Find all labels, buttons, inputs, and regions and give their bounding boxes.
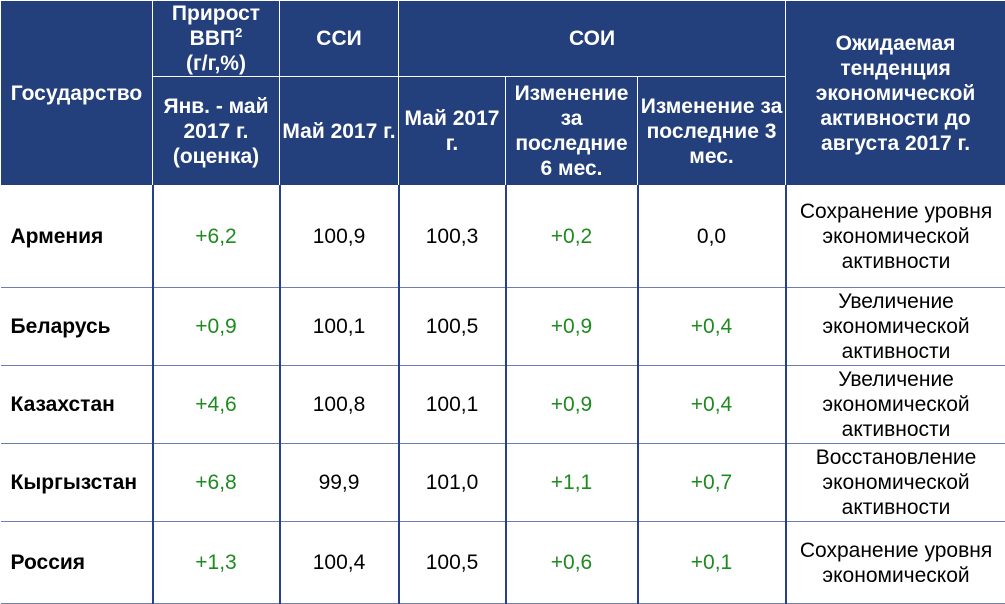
trend-cell: Увеличение экономической активности [786,288,1005,366]
ssi-cell: 100,8 [280,366,399,444]
header-gdp-period: Янв. - май 2017 г. (оценка) [153,77,280,186]
header-row-top: Государство Прирост ВВП2 (г/г,%) ССИ СОИ… [1,1,1005,77]
header-gdp-line2: ВВП [190,27,235,50]
country-cell: Россия [1,522,153,604]
header-soi-change-3m: Изменение за последние 3 мес. [638,77,786,186]
header-ssi-period: Май 2017 г. [280,77,399,186]
trend-cell: Сохранение уровня экономической активнос… [786,186,1005,288]
change-3m-cell: 0,0 [638,186,786,288]
table-row: Кыргызстан +6,8 99,9 101,0 +1,1 +0,7 Вос… [1,444,1005,522]
header-gdp-line1: Прирост [172,2,260,25]
country-cell: Армения [1,186,153,288]
trend-cell: Увеличение экономической активности [786,366,1005,444]
soi-cell: 100,1 [399,366,506,444]
gdp-cell: +6,8 [153,444,280,522]
change-3m-cell: +0,7 [638,444,786,522]
header-gdp-footnote: 2 [235,25,242,40]
trend-cell: Сохранение уровня экономической [786,522,1005,604]
ssi-cell: 100,4 [280,522,399,604]
trend-cell: Восстановление экономической активности [786,444,1005,522]
country-cell: Беларусь [1,288,153,366]
change-3m-cell: +0,1 [638,522,786,604]
header-state: Государство [1,1,153,186]
header-gdp-line3: (г/г,%) [186,52,246,75]
header-soi-change-6m: Изменение за последние 6 мес. [506,77,638,186]
country-cell: Казахстан [1,366,153,444]
header-gdp: Прирост ВВП2 (г/г,%) [153,1,280,77]
header-soi-period: Май 2017 г. [399,77,506,186]
soi-cell: 100,3 [399,186,506,288]
table-row: Беларусь +0,9 100,1 100,5 +0,9 +0,4 Увел… [1,288,1005,366]
change-6m-cell: +1,1 [506,444,638,522]
change-6m-cell: +0,6 [506,522,638,604]
change-6m-cell: +0,9 [506,366,638,444]
ssi-cell: 100,9 [280,186,399,288]
soi-cell: 100,5 [399,288,506,366]
ssi-cell: 100,1 [280,288,399,366]
change-6m-cell: +0,2 [506,186,638,288]
change-6m-cell: +0,9 [506,288,638,366]
change-3m-cell: +0,4 [638,288,786,366]
header-ssi: ССИ [280,1,399,77]
table-row: Россия +1,3 100,4 100,5 +0,6 +0,1 Сохран… [1,522,1005,604]
soi-cell: 100,5 [399,522,506,604]
country-cell: Кыргызстан [1,444,153,522]
change-3m-cell: +0,4 [638,366,786,444]
gdp-cell: +6,2 [153,186,280,288]
gdp-cell: +1,3 [153,522,280,604]
soi-cell: 101,0 [399,444,506,522]
table-row: Казахстан +4,6 100,8 100,1 +0,9 +0,4 Уве… [1,366,1005,444]
header-soi: СОИ [399,1,786,77]
header-trend: Ожидаемая тенденция экономической активн… [786,1,1005,186]
gdp-cell: +4,6 [153,366,280,444]
gdp-cell: +0,9 [153,288,280,366]
ssi-cell: 99,9 [280,444,399,522]
table-row: Армения +6,2 100,9 100,3 +0,2 0,0 Сохран… [1,186,1005,288]
